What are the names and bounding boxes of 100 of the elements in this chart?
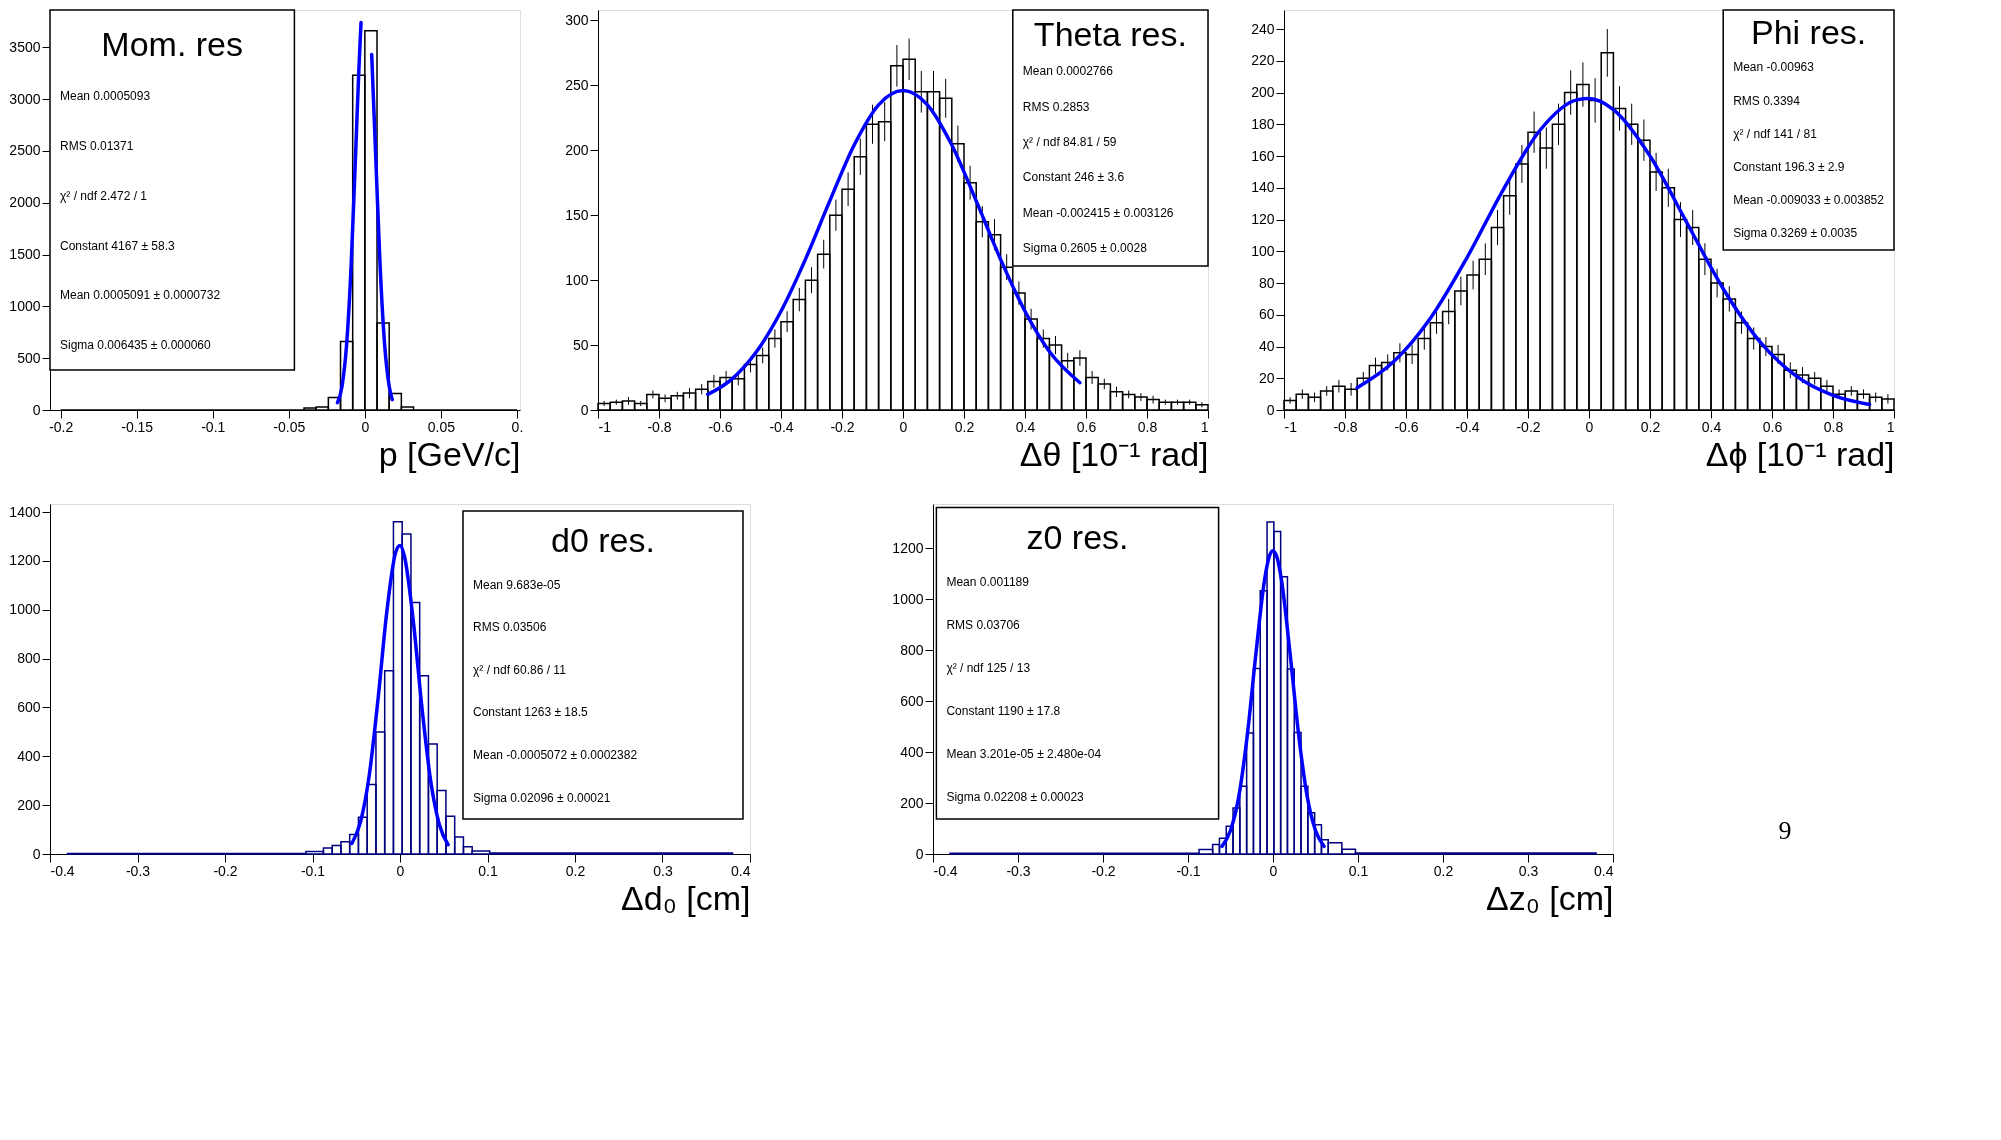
annotation: Constant 1190 ± 17.8: [946, 704, 1061, 719]
x-tick-label: -0.1: [300, 862, 326, 879]
annotation: Mean 0.0005091 ± 0.0000732: [60, 288, 221, 303]
y-tick-label: 3000: [9, 90, 41, 107]
y-tick-label: 250: [565, 76, 589, 93]
y-tick-label: 200: [900, 794, 924, 811]
x-tick-label: -1: [598, 418, 612, 435]
text: 9: [1778, 816, 1792, 845]
annotation: χ² / ndf 84.81 / 59: [1022, 135, 1117, 150]
y-tick-label: 1500: [9, 246, 41, 263]
x-tick-label: 1: [1200, 418, 1209, 435]
annotation: Mean 9.683e-05: [473, 577, 561, 592]
y-tick-label: 100: [565, 271, 589, 288]
x-tick-label: 0.4: [1015, 418, 1036, 435]
x-tick-label: -0.4: [769, 418, 794, 435]
y-tick-label: 2000: [9, 194, 41, 211]
y-tick-label: 200: [1251, 84, 1275, 101]
chart-title: z0 res.: [1026, 517, 1129, 556]
y-tick-label: 60: [1258, 306, 1275, 323]
y-tick-label: 160: [1251, 147, 1275, 164]
annotation: Mean -0.009033 ± 0.003852: [1733, 193, 1885, 208]
y-tick-label: 300: [565, 11, 589, 28]
annotation: RMS 0.01371: [60, 138, 134, 153]
y-tick-label: 180: [1251, 115, 1275, 132]
x-tick-label: 0.2: [1640, 418, 1661, 435]
annotation: Constant 196.3 ± 2.9: [1733, 160, 1845, 174]
y-tick-label: 50: [572, 336, 589, 353]
x-tick-label: 0: [1585, 418, 1594, 435]
annotation: Mean 0.0002766: [1022, 64, 1114, 79]
x-axis-title: p [GeV/c]: [378, 434, 521, 473]
x-tick-label: -0.8: [647, 418, 672, 435]
x-tick-label: -0.6: [1394, 418, 1419, 435]
y-tick-label: 600: [17, 698, 41, 715]
y-tick-label: 80: [1258, 274, 1275, 291]
y-tick-label: 140: [1251, 179, 1275, 196]
x-tick-label: -0.3: [125, 862, 151, 879]
annotation: Mean 0.0005093: [60, 89, 151, 104]
x-tick-label: 0: [361, 418, 370, 435]
y-tick-label: 40: [1258, 338, 1275, 355]
x-tick-label: 0.1: [478, 862, 498, 879]
annotation: Mean -0.0005072 ± 0.0002382: [473, 748, 638, 763]
y-tick-label: 0: [32, 845, 41, 862]
y-tick-label: 200: [17, 796, 41, 813]
y-tick-label: 800: [900, 641, 924, 658]
x-tick-label: 0.4: [731, 862, 751, 879]
y-tick-label: 2500: [9, 142, 41, 159]
annotation: Sigma 0.02208 ± 0.00023: [946, 790, 1085, 805]
annotation: χ² / ndf 2.472 / 1: [60, 188, 148, 203]
text: d0 res.: [551, 520, 655, 559]
y-tick-label: 1000: [892, 590, 924, 607]
annotation: Mean -0.00963: [1733, 60, 1815, 75]
y-tick-label: 120: [1251, 211, 1275, 228]
y-tick-label: 0: [580, 401, 589, 418]
annotation: Mean 3.201e-05 ± 2.480e-04: [946, 747, 1102, 762]
x-tick-label: -0.2: [830, 418, 855, 435]
annotation: RMS 0.3394: [1733, 93, 1801, 108]
x-tick-label: -1: [1284, 418, 1298, 435]
x-tick-label: -0.1: [201, 418, 226, 435]
x-tick-label: 0.6: [1762, 418, 1783, 435]
x-tick-label: 0: [396, 862, 405, 879]
annotation: Constant 246 ± 3.6: [1022, 170, 1125, 185]
x-tick-label: -0.2: [49, 418, 74, 435]
x-tick-label: 0.2: [954, 418, 975, 435]
annotation: χ² / ndf 60.86 / 11: [473, 662, 567, 677]
y-tick-label: 800: [17, 650, 41, 667]
y-tick-label: 400: [17, 747, 41, 764]
annotation: Mean 0.001189: [946, 575, 1030, 589]
chart-title: Phi res.: [1750, 13, 1867, 51]
x-tick-label: -0.15: [121, 418, 154, 435]
x-tick-label: 0.8: [1137, 418, 1158, 435]
y-tick-label: 3500: [9, 38, 41, 55]
x-tick-label: 0.: [511, 418, 524, 435]
annotation: Sigma 0.006435 ± 0.000060: [60, 338, 212, 353]
x-tick-label: 0.2: [565, 862, 586, 879]
x-tick-label: -0.4: [1455, 418, 1480, 435]
chart-title: Theta res.: [1033, 14, 1187, 53]
x-tick-label: -0.8: [1333, 418, 1358, 435]
y-tick-label: 150: [565, 206, 589, 223]
annotation: χ² / ndf 125 / 13: [946, 661, 1031, 676]
annotation: Sigma 0.2605 ± 0.0028: [1022, 241, 1148, 256]
annotation: Sigma 0.02096 ± 0.00021: [473, 790, 611, 805]
x-axis-title: Δθ [10⁻¹ rad]: [1019, 434, 1209, 473]
y-tick-label: 1200: [892, 539, 924, 556]
y-tick-label: 500: [17, 349, 41, 366]
y-tick-label: 0: [32, 401, 41, 418]
x-tick-label: 0.3: [1518, 862, 1539, 879]
y-tick-label: 0: [1266, 401, 1275, 418]
x-tick-label: -0.2: [1091, 862, 1116, 879]
y-tick-label: 220: [1251, 52, 1275, 69]
y-tick-label: 1200: [9, 552, 41, 569]
x-tick-label: 0.4: [1594, 862, 1614, 879]
x-tick-label: -0.6: [708, 418, 733, 435]
annotation: RMS 0.2853: [1022, 99, 1090, 114]
y-tick-label: 20: [1258, 369, 1275, 386]
x-tick-label: 0.05: [427, 418, 456, 435]
x-tick-label: -0.4: [933, 862, 958, 879]
x-axis-title: Δd₀ [cm]: [621, 878, 751, 917]
annotation: RMS 0.03506: [473, 620, 547, 635]
y-tick-label: 1000: [9, 297, 41, 314]
x-axis-title: Δz₀ [cm]: [1486, 878, 1614, 917]
